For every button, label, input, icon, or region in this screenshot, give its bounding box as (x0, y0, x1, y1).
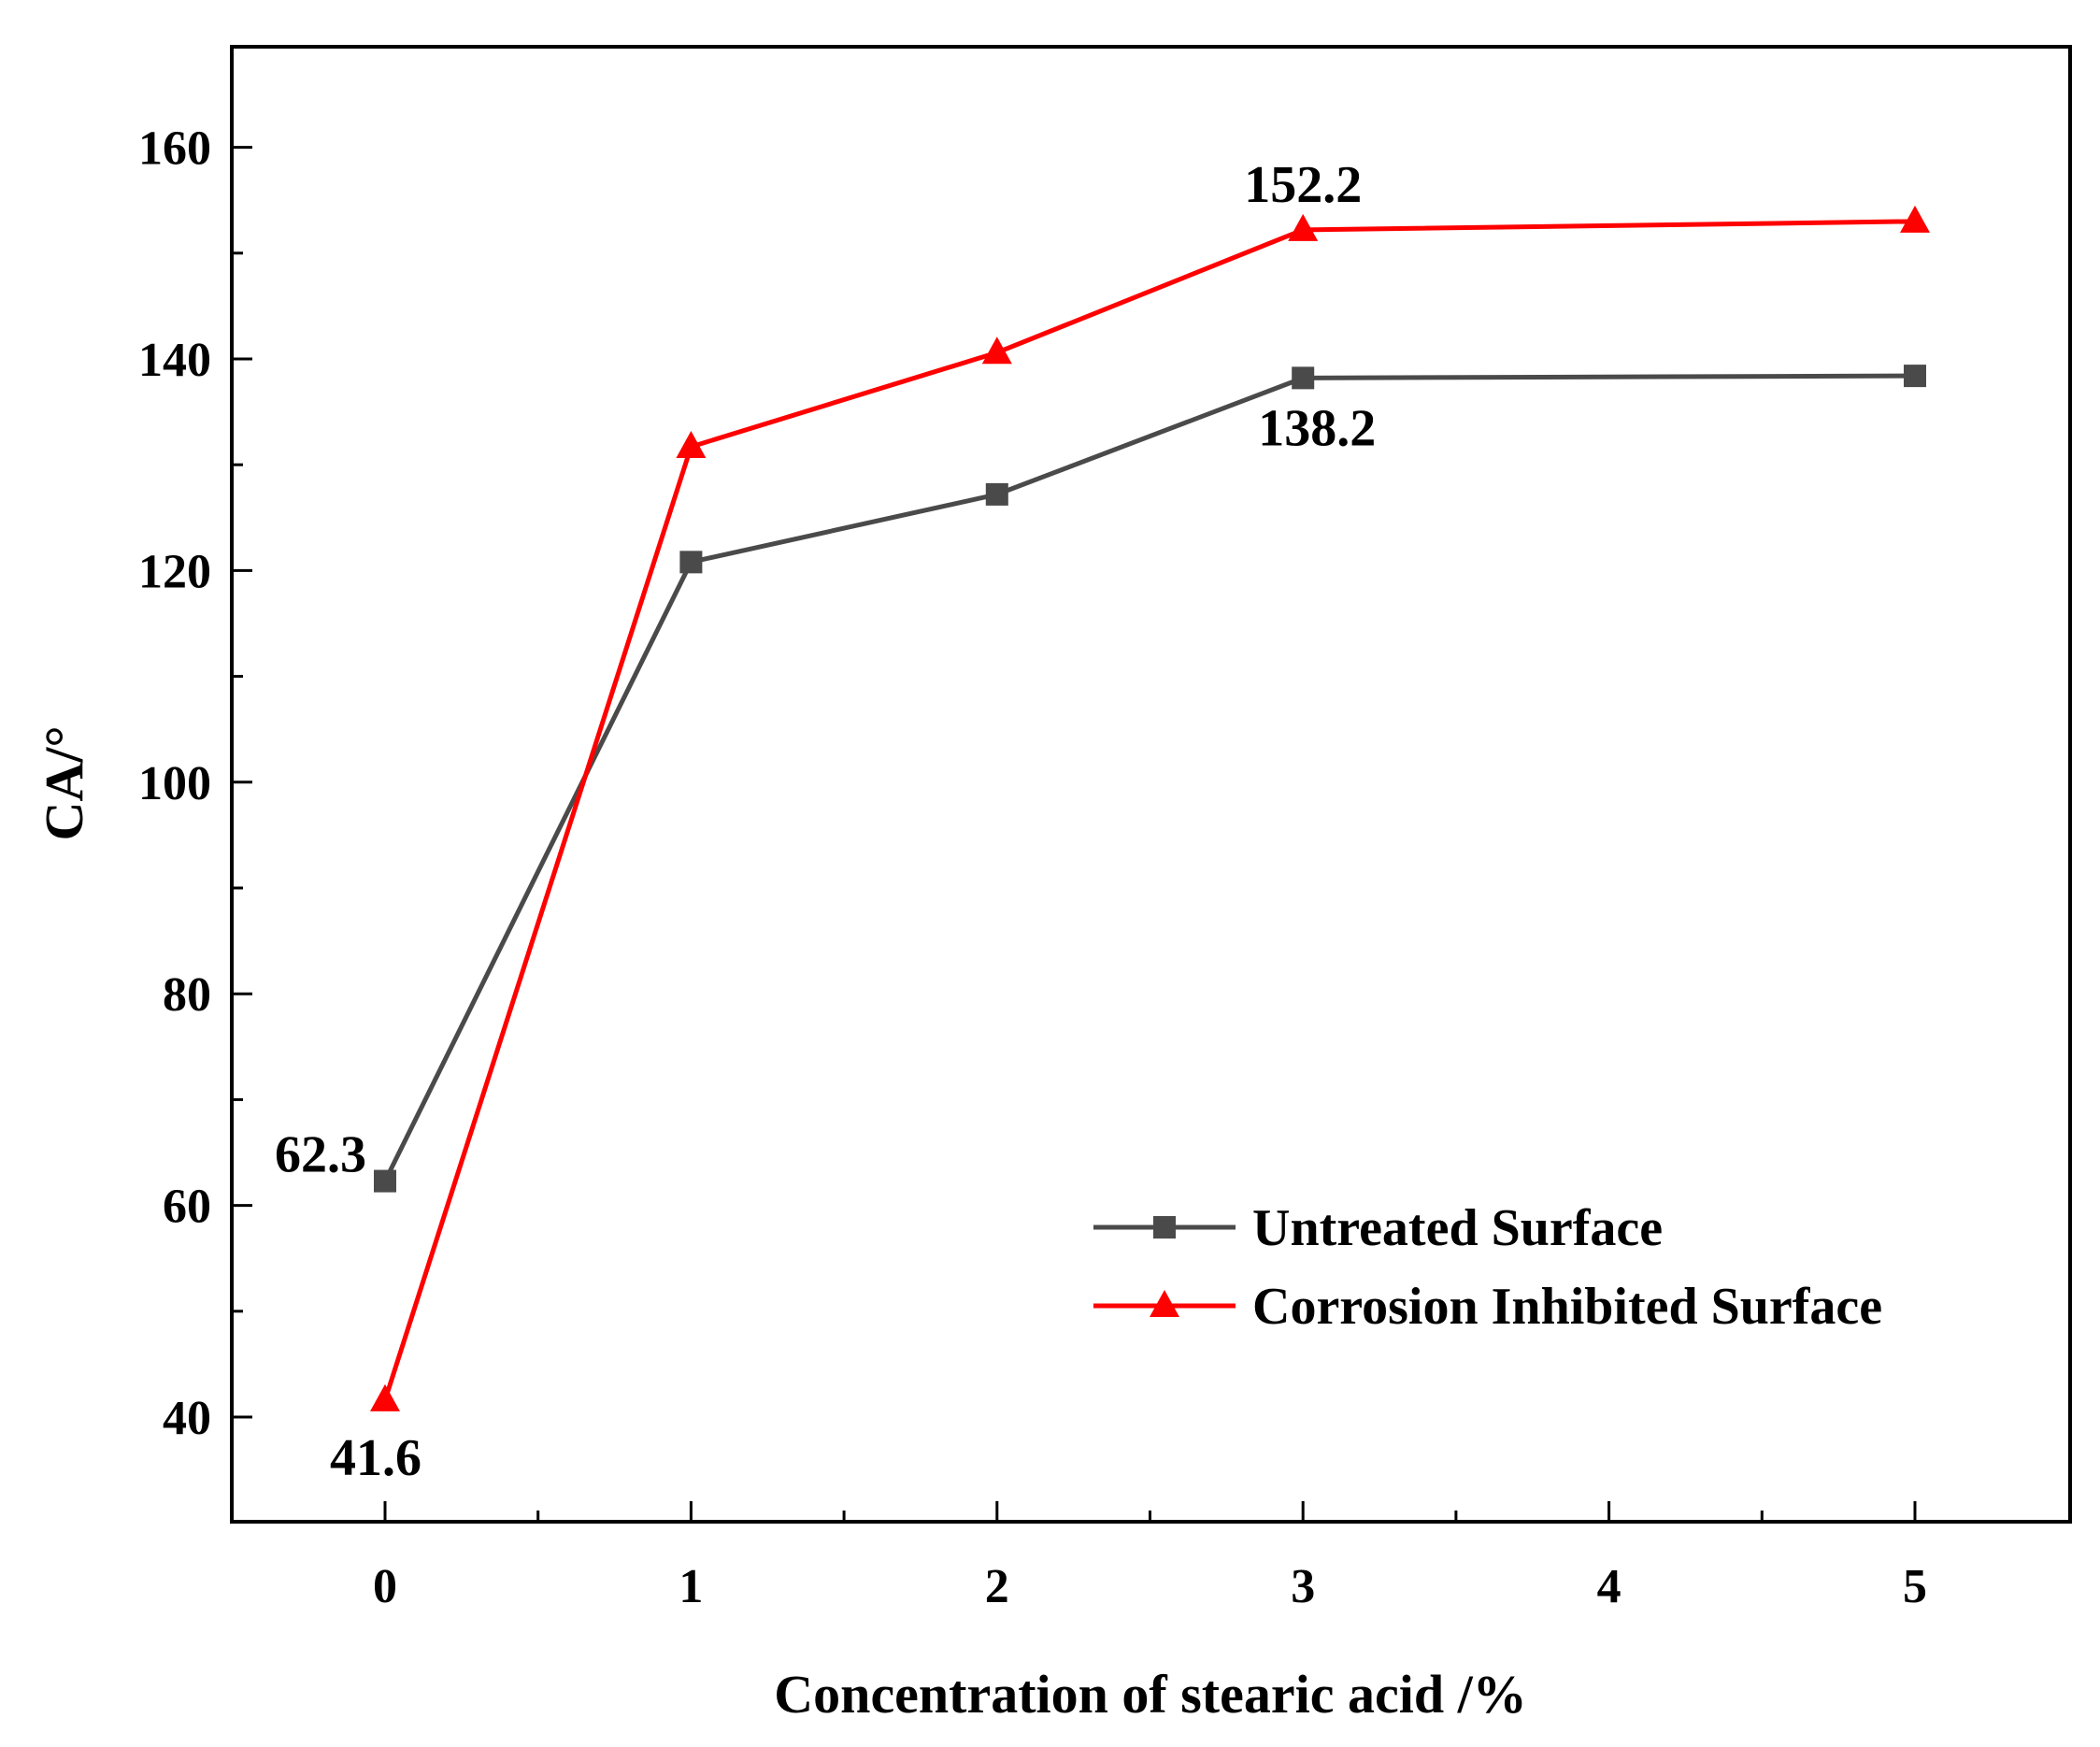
data-point-marker (370, 1383, 400, 1411)
y-tick-label: 80 (163, 968, 211, 1022)
legend-item-0: Untreated Surface (1093, 1199, 1663, 1257)
data-point-marker (981, 337, 1012, 365)
annotation-layer: 62.3 41.6 152.2 138.2 (275, 156, 1376, 1487)
y-tick-label: 60 (163, 1181, 211, 1234)
data-point-marker (985, 482, 1008, 506)
x-tick-label: 2 (985, 1560, 1009, 1613)
y-tick-label: 160 (138, 122, 211, 176)
data-point-marker (1900, 205, 1930, 233)
legend-item-1: Corrosion Inhibited Surface (1093, 1278, 1882, 1336)
legend-marker (1150, 1290, 1179, 1317)
y-tick-label: 120 (138, 545, 211, 598)
data-point-marker (374, 1169, 396, 1193)
x-tick-label: 1 (679, 1560, 703, 1613)
data-point-marker (1288, 213, 1319, 241)
y-tick-label: 40 (163, 1392, 211, 1445)
data-point-marker (1904, 365, 1926, 388)
legend-marker (1153, 1216, 1176, 1239)
y-axis-title: CA/° (34, 725, 94, 840)
data-point-marker (1292, 366, 1315, 390)
data-label: 152.2 (1244, 156, 1362, 214)
data-label: 62.3 (275, 1126, 366, 1184)
legend-label: Corrosion Inhibited Surface (1252, 1278, 1882, 1336)
x-axis-title: Concentration of stearic acid /% (774, 1664, 1526, 1725)
series-layer (370, 205, 1930, 1411)
series-1 (370, 205, 1930, 1411)
x-tick-label: 0 (373, 1560, 397, 1613)
y-tick-label: 140 (138, 334, 211, 387)
legend-label: Untreated Surface (1252, 1199, 1663, 1257)
data-point-marker (679, 551, 703, 574)
x-tick-label: 3 (1291, 1560, 1315, 1613)
data-label: 138.2 (1258, 399, 1376, 457)
x-tick-label: 5 (1903, 1560, 1927, 1613)
data-point-marker (676, 430, 707, 458)
axes-layer: 40 60 80 100 120 140 160 0 1 2 3 4 5 (138, 122, 1927, 1613)
data-label: 41.6 (330, 1429, 421, 1487)
x-tick-label: 4 (1597, 1560, 1621, 1613)
legend: Untreated Surface Corrosion Inhibited Sur… (1093, 1199, 1882, 1336)
y-tick-label: 100 (138, 757, 211, 810)
